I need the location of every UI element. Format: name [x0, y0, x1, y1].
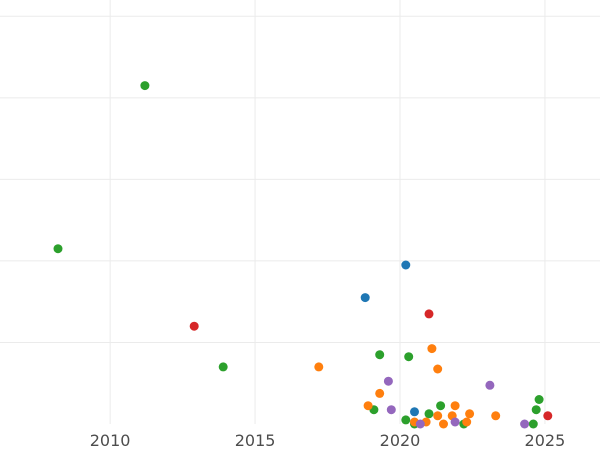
data-point-red-1 [424, 309, 434, 319]
data-point-red-2 [543, 411, 553, 421]
points-layer [53, 81, 553, 429]
data-point-green-2 [218, 362, 228, 372]
x-tick-label-2015: 2015 [235, 431, 276, 450]
data-point-green-3 [375, 350, 385, 360]
data-point-green-8 [424, 409, 434, 419]
data-point-red-0 [189, 321, 199, 331]
data-point-green-11 [528, 419, 538, 429]
grid-layer [0, 0, 600, 424]
x-axis: 2010 2015 2020 2025 [90, 431, 566, 450]
data-point-green-12 [531, 405, 541, 415]
x-tick-label-2020: 2020 [380, 431, 421, 450]
data-point-blue-0 [401, 260, 411, 270]
data-point-orange-13 [491, 411, 501, 421]
data-point-purple-3 [450, 417, 460, 427]
data-point-purple-4 [485, 380, 495, 390]
data-point-green-4 [404, 352, 414, 362]
data-point-orange-7 [433, 411, 443, 421]
data-point-green-6 [401, 415, 411, 425]
data-point-purple-5 [520, 419, 530, 429]
data-point-purple-2 [415, 419, 425, 429]
data-point-orange-8 [439, 419, 448, 429]
data-point-purple-0 [383, 376, 393, 386]
data-point-orange-2 [433, 364, 443, 374]
data-point-orange-0 [314, 362, 324, 372]
data-point-green-0 [140, 81, 150, 91]
x-tick-label-2010: 2010 [90, 431, 131, 450]
x-tick-label-2025: 2025 [525, 431, 566, 450]
data-point-green-9 [436, 401, 446, 411]
data-point-orange-1 [427, 344, 437, 354]
data-point-orange-3 [375, 388, 385, 398]
data-point-purple-1 [386, 405, 396, 415]
data-point-green-1 [53, 244, 63, 254]
data-point-green-13 [534, 395, 544, 404]
data-point-orange-12 [465, 409, 475, 419]
data-point-orange-11 [462, 417, 472, 427]
data-point-blue-1 [360, 293, 370, 303]
data-point-orange-4 [363, 401, 373, 411]
data-point-blue-2 [410, 407, 419, 417]
data-point-orange-10 [450, 401, 460, 411]
